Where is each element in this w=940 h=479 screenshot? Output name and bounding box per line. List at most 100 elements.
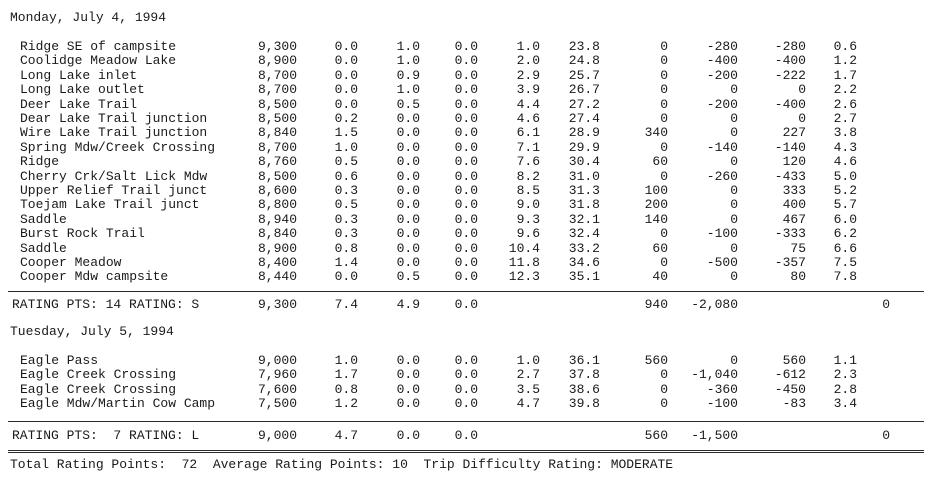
col-b-cell: 0.5 bbox=[396, 269, 420, 285]
loss-cell: -140 bbox=[706, 139, 738, 155]
loss-cell: 0 bbox=[730, 197, 738, 213]
loss-cell: 0 bbox=[730, 125, 738, 141]
hours-cell: 6.6 bbox=[833, 240, 857, 256]
trip-mile-cell: 32.1 bbox=[568, 211, 600, 227]
col-b-cell: 1.0 bbox=[396, 82, 420, 98]
table-row: Cooper Meadow 8,400 1.4 0.0 0.0 11.8 34.6 0 -500… bbox=[0, 256, 940, 270]
hours-cell: 2.2 bbox=[833, 82, 857, 98]
name-cell: Eagle Mdw/Martin Cow Camp bbox=[20, 396, 216, 412]
grade-cell: -83 bbox=[782, 396, 806, 412]
day-mile-cell: 8.5 bbox=[516, 183, 540, 198]
col-a-cell: 0.8 bbox=[334, 381, 358, 397]
name-cell: Cherry Crk/Salt Lick Mdw bbox=[20, 168, 208, 184]
loss-cell: 0 bbox=[730, 353, 738, 368]
elevation-cell: 8,600 bbox=[257, 183, 297, 198]
day1-title: Monday, July 4, 1994 bbox=[10, 10, 167, 25]
col-b-cell: 0.9 bbox=[396, 67, 420, 83]
gain-cell: 60 bbox=[652, 154, 668, 170]
day-mile-cell: 12.3 bbox=[508, 269, 540, 285]
col-b-cell: 0.0 bbox=[396, 111, 420, 126]
hours-cell: 6.2 bbox=[833, 226, 857, 242]
day-mile-cell: 4.4 bbox=[516, 96, 540, 112]
day-mile-cell: 2.9 bbox=[516, 67, 540, 83]
col-c-cell: 0.0 bbox=[454, 255, 478, 270]
grade-cell: 75 bbox=[790, 240, 806, 256]
col-b-cell: 0.0 bbox=[396, 255, 420, 270]
name-cell: RATING PTS: 7 RATING: L bbox=[12, 428, 200, 443]
trip-mile-cell: 34.6 bbox=[568, 255, 600, 270]
loss-cell: 0 bbox=[730, 154, 738, 170]
gain-cell: 0 bbox=[660, 82, 668, 98]
table-row: Burst Rock Trail 8,840 0.3 0.0 0.0 9.6 32.4 0 -1… bbox=[0, 227, 940, 241]
day-mile-cell: 11.8 bbox=[508, 255, 540, 270]
name-cell: Eagle Pass bbox=[20, 353, 99, 368]
gain-cell: 560 bbox=[644, 353, 668, 368]
elevation-cell: 8,500 bbox=[257, 111, 297, 126]
gain-cell: 340 bbox=[644, 125, 668, 141]
col-a-cell: 1.7 bbox=[334, 367, 358, 383]
elevation-cell: 8,840 bbox=[257, 125, 297, 141]
elevation-cell: 9,300 bbox=[257, 297, 297, 312]
trip-mile-cell: 28.9 bbox=[568, 125, 600, 141]
grade-cell: 0 bbox=[798, 82, 806, 98]
col-a-cell: 0.3 bbox=[334, 211, 358, 227]
loss-cell: -1,500 bbox=[691, 428, 738, 443]
loss-cell: -2,080 bbox=[691, 297, 738, 312]
name-cell: Ridge bbox=[20, 154, 60, 170]
day-mile-cell: 9.0 bbox=[516, 197, 540, 213]
col-c-cell: 0.0 bbox=[454, 139, 478, 155]
day-mile-cell: 1.0 bbox=[516, 353, 540, 368]
elevation-cell: 8,440 bbox=[257, 269, 297, 285]
table-row: Eagle Pass 9,000 1.0 0.0 0.0 1.0 36.1 560 0 560 1.… bbox=[0, 354, 940, 368]
trip-mile-cell: 27.4 bbox=[568, 111, 600, 126]
trip-mile-cell: 25.7 bbox=[568, 67, 600, 83]
col-b-cell: 0.0 bbox=[396, 168, 420, 184]
col-c-cell: 0.0 bbox=[454, 226, 478, 242]
col-a-cell: 7.4 bbox=[334, 297, 358, 312]
grade-cell: -612 bbox=[774, 367, 806, 383]
day-mile-cell: 10.4 bbox=[508, 240, 540, 256]
gain-cell: 940 bbox=[644, 297, 668, 312]
name-cell: Wire Lake Trail junction bbox=[20, 125, 208, 141]
gain-cell: 0 bbox=[660, 139, 668, 155]
grade-cell: 227 bbox=[782, 125, 806, 141]
hours-cell: 3.4 bbox=[833, 396, 857, 412]
day-mile-cell: 9.6 bbox=[516, 226, 540, 242]
day-mile-cell: 6.1 bbox=[516, 125, 540, 141]
loss-cell: -200 bbox=[706, 96, 738, 112]
col-b-cell: 0.0 bbox=[396, 139, 420, 155]
hours-cell: 1.1 bbox=[833, 353, 857, 368]
elevation-cell: 9,300 bbox=[257, 39, 297, 54]
col-c-cell: 0.0 bbox=[454, 396, 478, 412]
col-c-cell: 0.0 bbox=[454, 125, 478, 141]
name-cell: Spring Mdw/Creek Crossing bbox=[20, 139, 216, 155]
grade-cell: -357 bbox=[774, 255, 806, 270]
grade-cell: -450 bbox=[774, 381, 806, 397]
loss-cell: -100 bbox=[706, 226, 738, 242]
trip-summary: Total Rating Points: 72 Average Rating P… bbox=[10, 457, 674, 472]
col-b-cell: 4.9 bbox=[396, 297, 420, 312]
name-cell: Cooper Mdw campsite bbox=[20, 269, 169, 285]
gain-cell: 140 bbox=[644, 211, 668, 227]
table-row: Saddle 8,900 0.8 0.0 0.0 10.4 33.2 60 0 75 6.6 bbox=[0, 240, 940, 256]
grade-cell: 80 bbox=[790, 269, 806, 285]
gain-cell: 0 bbox=[660, 111, 668, 126]
col-a-cell: 0.0 bbox=[334, 82, 358, 98]
hours-cell: 2.8 bbox=[833, 381, 857, 397]
loss-cell: 0 bbox=[730, 183, 738, 198]
elevation-cell: 9,000 bbox=[257, 428, 297, 443]
col-b-cell: 0.0 bbox=[396, 183, 420, 198]
day-mile-cell: 1.0 bbox=[516, 39, 540, 54]
grade-cell: 120 bbox=[782, 154, 806, 170]
col-b-cell: 1.0 bbox=[396, 53, 420, 69]
elevation-cell: 8,500 bbox=[257, 168, 297, 184]
gain-cell: 200 bbox=[644, 197, 668, 213]
day-mile-cell: 7.1 bbox=[516, 139, 540, 155]
day-mile-cell: 3.5 bbox=[516, 381, 540, 397]
table-row: Eagle Creek Crossing 7,600 0.8 0.0 0.0 3.5 38.… bbox=[0, 381, 940, 397]
gain-cell: 560 bbox=[644, 428, 668, 443]
trip-mile-cell: 37.8 bbox=[568, 367, 600, 383]
trip-mile-cell: 24.8 bbox=[568, 53, 600, 69]
elevation-cell: 7,500 bbox=[257, 396, 297, 412]
col-c-cell: 0.0 bbox=[454, 111, 478, 126]
